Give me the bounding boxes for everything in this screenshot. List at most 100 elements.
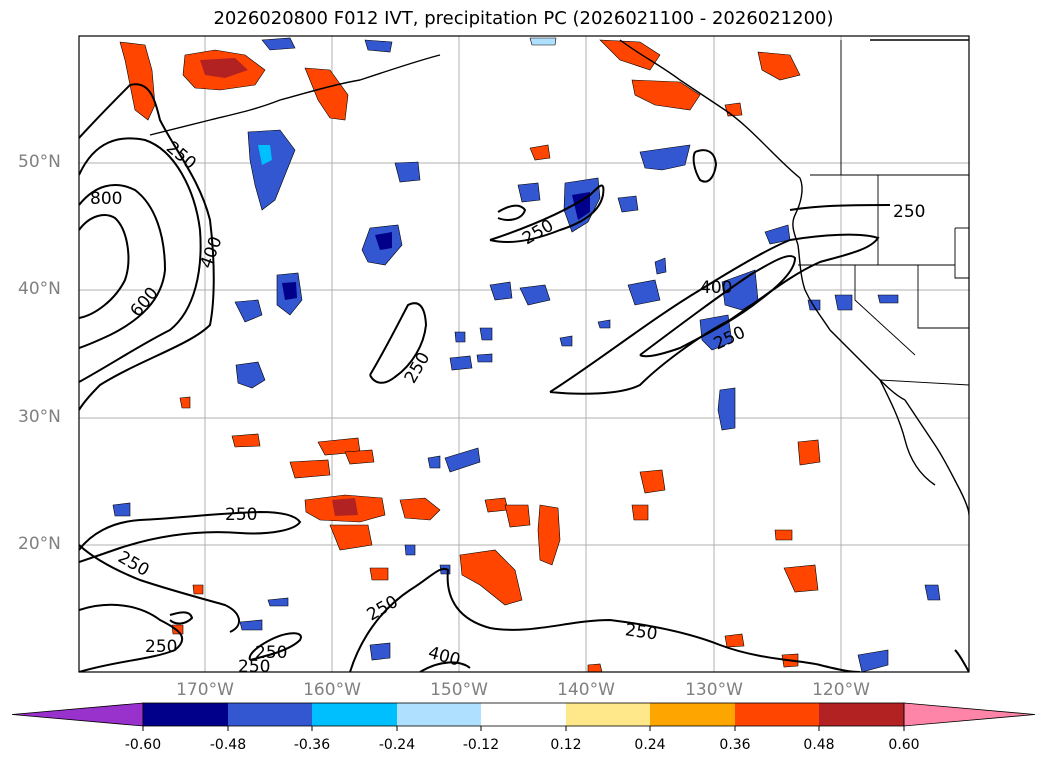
positive-patch [399,497,441,521]
lon-label-120w: 120°W [812,680,870,700]
positive-patch [797,439,821,466]
contour-line [954,649,969,672]
positive-patch [587,663,603,672]
colorbar-tick-label: -0.12 [462,737,500,753]
positive-patch [231,433,261,448]
positive-patch [774,529,793,541]
contour-line [79,83,215,411]
colorbar-tick-label: 0.12 [550,737,582,753]
lon-label-170w: 170°W [176,680,234,700]
colorbar-tick-label: 0.36 [719,737,751,753]
negative-patch [717,387,736,431]
negative-patch [267,597,289,607]
positive-patch [459,549,523,606]
colorbar-tick-label: -0.36 [293,737,331,753]
negative-patch [529,37,557,46]
contour-line [79,137,202,383]
positive-patch [344,449,375,465]
contour-line [349,567,861,672]
negative-patch [369,642,391,661]
contour-line [549,233,880,395]
boundary-state-6 [954,228,969,279]
negative-patch [877,294,899,304]
lon-label-130w: 130°W [685,680,743,700]
negative-patch [559,335,573,347]
colorbar-tick-label: -0.24 [378,737,416,753]
contour-line [79,510,302,563]
coastlines [149,39,969,516]
positive-patch [179,396,191,409]
lon-label-160w: 160°W [303,680,361,700]
negative-patch [427,455,441,469]
negative-patch [517,182,541,203]
positive-patch [504,504,531,528]
contour-line [639,255,797,358]
lat-label-30n: 30°N [18,407,61,427]
negative-patch [617,195,639,213]
negative-patch [261,37,296,51]
contour-label: 250 [624,620,659,644]
positive-patch [639,469,666,494]
boundary-state-3 [917,265,969,329]
negative-patch [258,145,272,165]
positive-patch [119,41,156,121]
negative-patch [627,279,661,306]
coastline-baja-west [879,379,936,486]
negative-patch [444,447,481,473]
coastline-alaska [619,39,801,179]
positive-patch [724,102,743,117]
contour-line [789,204,891,211]
lat-label-20n: 20°N [18,534,61,554]
negative-patch [857,649,889,672]
colorbar-tick-label: 0.48 [803,737,835,753]
positive-patch [783,564,819,593]
boundary-mexico [879,379,969,386]
coastline-us-west [797,244,906,401]
negative-patch [489,281,513,301]
negative-patch [597,319,611,329]
positive-patch [757,51,801,81]
contour-line [419,661,471,672]
negative-patch [449,355,473,371]
negative-patch [112,502,131,517]
negative-anomaly-patches [112,37,941,672]
positive-patch [529,144,551,161]
colorbar-tick-label: -0.60 [124,737,162,753]
contour-label: 250 [893,202,925,222]
negative-patch [834,294,853,311]
positive-patch [724,633,745,648]
contour-line [79,603,184,672]
gridlines [79,36,969,672]
positive-patch [537,504,561,566]
positive-patch [369,567,389,581]
colorbar-tick-label: 0.60 [888,737,920,753]
coastline-aleutian [149,54,441,136]
negative-patch [394,161,421,183]
negative-patch [235,361,266,389]
positive-patch [200,58,248,78]
contour-line [489,184,605,243]
negative-patch [375,232,392,250]
negative-patch [479,327,493,341]
contour-line [169,611,194,625]
contour-line [692,149,718,183]
contour-label: 800 [90,189,122,209]
contour-line [79,544,240,633]
contour-line [497,204,527,221]
lat-label-50n: 50°N [18,152,61,172]
colorbar-tick-label: -0.48 [209,737,247,753]
positive-patch [332,498,358,516]
contour-label: 250 [255,643,287,663]
political-boundaries [798,40,969,386]
positive-patch [484,497,509,513]
negative-patch [924,584,941,601]
negative-patch [519,284,551,306]
positive-patch [304,67,349,121]
colorbar-tick-label: 0.24 [634,737,666,753]
map-title: 2026020800 F012 IVT, precipitation PC (2… [213,8,834,29]
positive-patch [171,624,184,635]
contour-label: 250 [145,637,177,657]
lat-label-40n: 40°N [18,279,61,299]
map-frame [78,35,970,673]
positive-patch [631,79,701,111]
